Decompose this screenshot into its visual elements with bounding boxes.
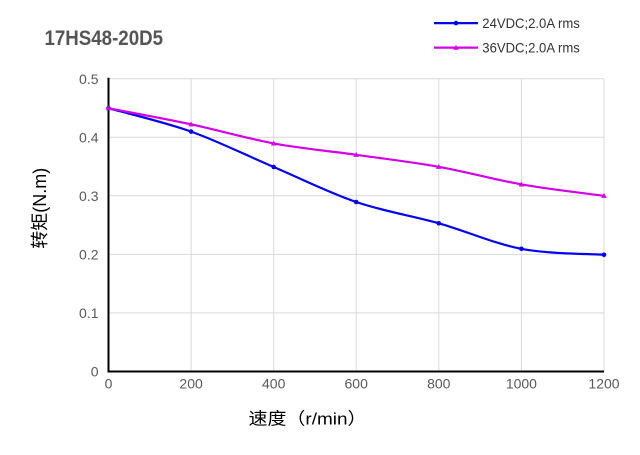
svg-text:400: 400 xyxy=(262,376,286,392)
svg-text:36VDC;2.0A rms: 36VDC;2.0A rms xyxy=(482,40,580,56)
svg-text:0.1: 0.1 xyxy=(79,305,99,321)
svg-text:800: 800 xyxy=(427,376,451,392)
svg-text:600: 600 xyxy=(345,376,369,392)
svg-text:0.4: 0.4 xyxy=(79,129,99,145)
svg-text:转矩(N.m): 转矩(N.m) xyxy=(30,168,50,249)
svg-text:17HS48-20D5: 17HS48-20D5 xyxy=(45,26,164,50)
svg-text:200: 200 xyxy=(179,376,203,392)
svg-text:24VDC;2.0A rms: 24VDC;2.0A rms xyxy=(482,15,580,31)
svg-text:1200: 1200 xyxy=(588,376,619,392)
svg-text:0: 0 xyxy=(91,364,99,380)
svg-text:速度（r/min）: 速度（r/min） xyxy=(249,410,367,429)
svg-text:0.2: 0.2 xyxy=(79,247,99,263)
svg-text:1000: 1000 xyxy=(506,376,537,392)
svg-text:0.3: 0.3 xyxy=(79,188,99,204)
svg-text:0.5: 0.5 xyxy=(79,71,99,87)
svg-text:0: 0 xyxy=(105,376,113,392)
